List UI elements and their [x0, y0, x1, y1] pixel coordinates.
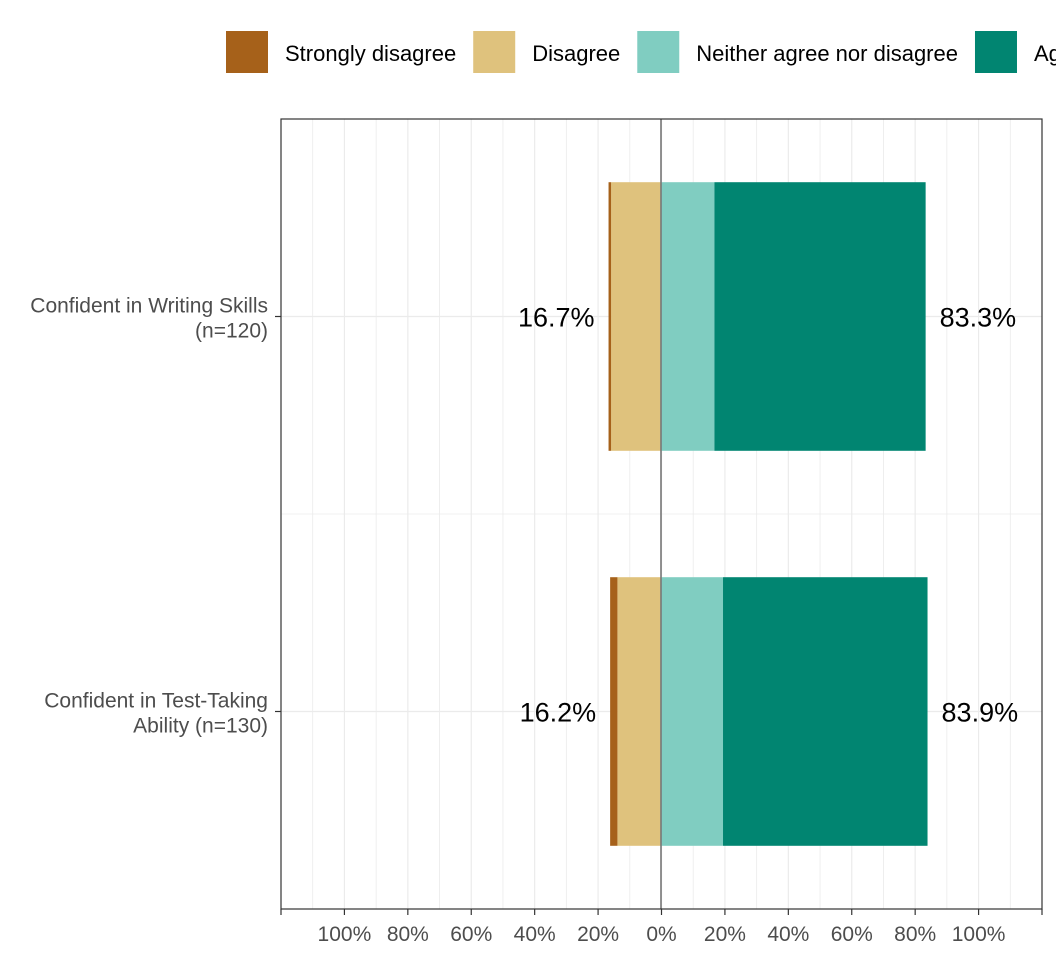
- legend-key-disagree: [473, 31, 516, 73]
- bar-agree-0: [714, 182, 926, 451]
- x-tick-label: 60%: [450, 923, 492, 946]
- positive-total-label: 83.3%: [940, 303, 1017, 333]
- legend: Strongly disagree Disagree Neither agree n…: [226, 31, 1056, 73]
- x-tick-label: 40%: [767, 923, 809, 946]
- category-label-line2: (n=120): [195, 320, 268, 343]
- legend-label: Agree: [1034, 41, 1056, 66]
- x-tick-label: 0%: [646, 923, 676, 946]
- legend-key-strongly-disagree: [226, 31, 268, 73]
- negative-total-label: 16.7%: [518, 303, 595, 333]
- y-axis: Confident in Writing Skills(n=120) Confid…: [30, 295, 281, 738]
- bar-neither-agree-nor-disagree-0: [661, 182, 715, 451]
- x-tick-label: 80%: [894, 923, 936, 946]
- x-axis: 100% 80% 60% 40% 20% 0% 20% 40% 60% 80% 100%: [280, 909, 1043, 946]
- legend-label: Strongly disagree: [285, 41, 456, 66]
- category-label-line1: Confident in Writing Skills: [30, 295, 268, 318]
- bar-neither-agree-nor-disagree-1: [661, 577, 724, 846]
- x-tick-label: 40%: [514, 923, 556, 946]
- negative-total-label: 16.2%: [520, 698, 597, 728]
- bar-segments: [608, 182, 928, 846]
- x-tick-label: 60%: [831, 923, 873, 946]
- x-tick-label: 20%: [577, 923, 619, 946]
- legend-label: Neither agree nor disagree: [696, 41, 958, 66]
- x-tick-label: 100%: [952, 923, 1006, 946]
- legend-label: Disagree: [532, 41, 620, 66]
- category-label-line2: Ability (n=130): [133, 715, 268, 738]
- bar-disagree-1: [617, 577, 662, 846]
- legend-key-neither-agree-nor-disagree: [637, 31, 680, 73]
- bar-strongly-disagree-0: [608, 182, 612, 451]
- x-tick-label: 100%: [318, 923, 372, 946]
- bar-agree-1: [723, 577, 928, 846]
- legend-key-agree: [974, 31, 1017, 73]
- x-tick-label: 80%: [387, 923, 429, 946]
- positive-total-label: 83.9%: [942, 698, 1019, 728]
- bar-disagree-0: [611, 182, 662, 451]
- x-tick-label: 20%: [704, 923, 746, 946]
- category-label-line1: Confident in Test-Taking: [44, 690, 268, 713]
- bar-strongly-disagree-1: [610, 577, 618, 846]
- data-labels: 16.7% 83.3% 16.2% 83.9%: [518, 303, 1018, 728]
